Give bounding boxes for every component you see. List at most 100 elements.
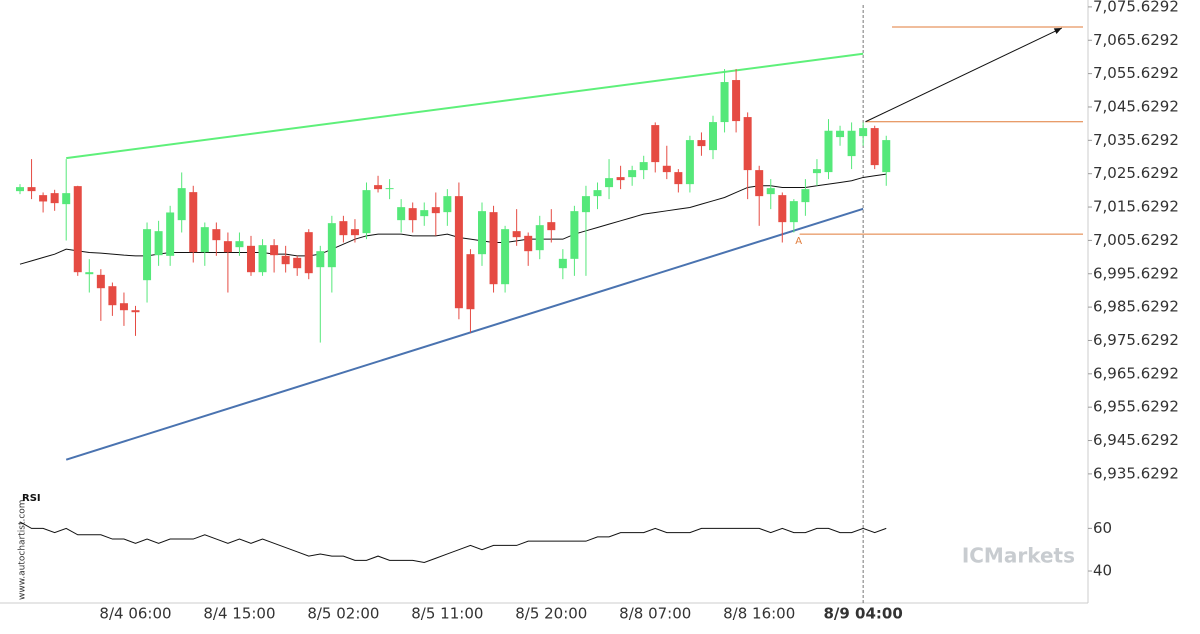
candle-body bbox=[200, 227, 209, 253]
candle-body bbox=[593, 190, 602, 197]
arrow-head bbox=[1053, 28, 1062, 35]
candle-body bbox=[166, 212, 175, 256]
candle-body bbox=[108, 286, 117, 306]
candle-body bbox=[789, 201, 798, 223]
candle-body bbox=[350, 229, 359, 236]
arrow bbox=[865, 27, 1063, 123]
candle-body bbox=[558, 258, 567, 269]
y-tick-label: 7,075.6292 bbox=[1093, 0, 1179, 15]
x-tick-label: 8/4 15:00 bbox=[203, 605, 275, 623]
candle-body bbox=[293, 257, 302, 269]
candle-body bbox=[327, 223, 336, 268]
x-tick-label: 8/5 11:00 bbox=[411, 605, 483, 623]
x-tick-label: 8/9 04:00 bbox=[823, 605, 902, 623]
candle-body bbox=[281, 255, 290, 265]
candle-body bbox=[39, 195, 48, 202]
candle-body bbox=[812, 169, 821, 174]
candle-body bbox=[709, 122, 717, 151]
candle-body bbox=[766, 188, 775, 195]
candle-body bbox=[431, 207, 440, 214]
candle-body bbox=[605, 178, 614, 188]
y-tick-label: 40 bbox=[1093, 562, 1112, 580]
y-tick-label: 6,995.6292 bbox=[1093, 264, 1179, 282]
y-tick-label: 6,935.6292 bbox=[1093, 464, 1179, 482]
candle-body bbox=[870, 128, 879, 166]
watermark: ICMarkets bbox=[962, 544, 1075, 568]
panel-title: RSI bbox=[22, 493, 41, 504]
candle-body bbox=[639, 162, 648, 171]
candle-body bbox=[96, 274, 105, 289]
candle-body bbox=[778, 195, 787, 223]
candle-body bbox=[374, 185, 383, 190]
candle-body bbox=[743, 117, 752, 171]
rsi-line bbox=[19, 521, 887, 564]
candle-body bbox=[732, 80, 741, 122]
y-tick-label: 7,035.6292 bbox=[1093, 131, 1179, 149]
y-tick-label: 6,945.6292 bbox=[1093, 431, 1179, 449]
candle-body bbox=[339, 221, 348, 236]
candle-body bbox=[50, 193, 59, 204]
candle-body bbox=[212, 229, 221, 241]
candle-body bbox=[535, 225, 544, 251]
y-tick-label: 7,005.6292 bbox=[1093, 231, 1179, 249]
candle-body bbox=[85, 272, 94, 275]
candle-body bbox=[154, 231, 163, 256]
candle-body bbox=[836, 130, 845, 138]
level-label: A bbox=[795, 236, 802, 247]
candle-body bbox=[478, 211, 486, 255]
y-tick-label: 6,965.6292 bbox=[1093, 364, 1179, 382]
candle-body bbox=[247, 245, 255, 273]
candle-body bbox=[466, 254, 475, 310]
candle-body bbox=[755, 170, 764, 197]
candle-body bbox=[189, 192, 198, 253]
y-tick-label: 6,955.6292 bbox=[1093, 398, 1179, 416]
candle-body bbox=[362, 190, 371, 234]
candle-body bbox=[824, 130, 833, 173]
candle-body bbox=[547, 222, 556, 231]
candle-body bbox=[62, 193, 71, 205]
x-tick-label: 8/5 02:00 bbox=[307, 605, 379, 623]
candle-body bbox=[801, 189, 810, 203]
candle-body bbox=[397, 207, 406, 221]
candle-body bbox=[489, 212, 498, 285]
x-tick-label: 8/4 06:00 bbox=[99, 605, 171, 623]
source: www.autochartist.com bbox=[18, 499, 28, 600]
candle-body bbox=[270, 245, 279, 256]
candle-body bbox=[27, 187, 36, 192]
candle-body bbox=[16, 187, 24, 192]
candle-body bbox=[443, 196, 452, 213]
candle-body bbox=[697, 140, 706, 147]
candle-body bbox=[131, 310, 140, 313]
x-tick-label: 8/5 20:00 bbox=[515, 605, 587, 623]
candle-body bbox=[685, 140, 694, 185]
candle-body bbox=[223, 241, 232, 253]
y-tick-label: 7,045.6292 bbox=[1093, 97, 1179, 115]
trendline bbox=[65, 207, 864, 461]
candle-body bbox=[882, 140, 891, 173]
candle-body bbox=[859, 128, 868, 137]
candle-body bbox=[570, 211, 579, 259]
candle-body bbox=[501, 229, 510, 285]
candle-body bbox=[651, 125, 660, 163]
candle-body bbox=[258, 245, 267, 273]
candle-body bbox=[385, 188, 394, 190]
candle-body bbox=[304, 232, 313, 274]
trendline bbox=[66, 52, 864, 160]
candle-body bbox=[143, 229, 152, 281]
candle-body bbox=[316, 251, 325, 268]
candle-body bbox=[408, 208, 417, 221]
candle-body bbox=[720, 82, 729, 123]
y-tick-label: 6,985.6292 bbox=[1093, 298, 1179, 316]
candle-body bbox=[616, 177, 625, 181]
x-tick-label: 8/8 16:00 bbox=[723, 605, 795, 623]
y-tick-label: 7,025.6292 bbox=[1093, 164, 1179, 182]
y-tick-label: 7,015.6292 bbox=[1093, 198, 1179, 216]
candle-body bbox=[512, 231, 521, 238]
candle-body bbox=[524, 235, 533, 252]
candle-body bbox=[847, 130, 856, 157]
candle-body bbox=[454, 196, 463, 309]
y-tick-label: 7,065.6292 bbox=[1093, 31, 1179, 49]
candle-body bbox=[177, 188, 186, 221]
